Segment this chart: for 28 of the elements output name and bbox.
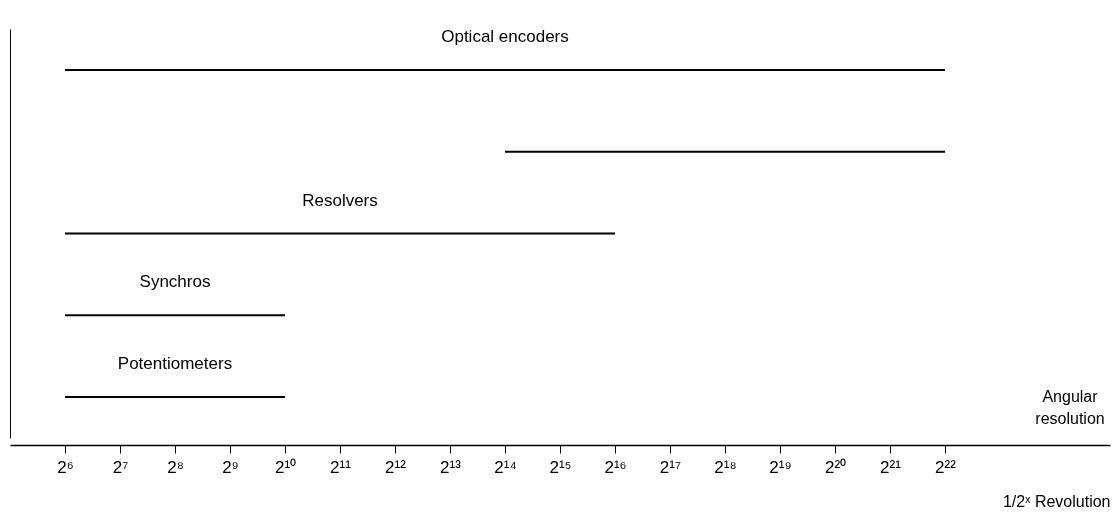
- x-tick-label: 2⁶: [57, 457, 74, 477]
- x-tick-label: 2²⁰: [824, 457, 847, 477]
- bar: [65, 396, 285, 399]
- x-tick-label: 2¹³: [440, 457, 462, 477]
- x-tick-label: 2²²: [935, 457, 957, 477]
- x-tick-label: 2¹⁵: [549, 457, 572, 477]
- bar: [65, 232, 615, 235]
- y-tick-label: Potentiometers: [117, 354, 233, 374]
- bar: [505, 150, 945, 153]
- bar: [65, 68, 945, 71]
- bar: [65, 314, 285, 317]
- x-tick-label: 2²¹: [880, 457, 902, 477]
- x-tick-label: 2¹⁸: [714, 457, 737, 477]
- x-tick-label: 2¹¹: [330, 457, 352, 477]
- y-tick-label: Resolvers: [302, 190, 378, 210]
- x-tick-label: 2⁹: [222, 457, 239, 477]
- x-tick-label: 2¹⁹: [769, 457, 792, 477]
- x-tick-label: 2¹⁶: [604, 457, 627, 477]
- x-tick-label: 2¹⁷: [659, 457, 682, 477]
- x-tick-label: 2¹⁴: [494, 457, 517, 477]
- x-tick-label: 2¹⁰: [274, 457, 297, 477]
- x-axis-title: 1/2ˣ Revolution: [1002, 492, 1111, 510]
- y-tick-label: Optical encoders: [441, 26, 569, 46]
- x-tick-label: 2¹²: [385, 457, 407, 477]
- y-tick-label: Synchros: [139, 272, 211, 292]
- x-tick-label: 2⁸: [167, 457, 184, 477]
- annotation: Angular resolution: [1035, 388, 1105, 427]
- x-tick-label: 2⁷: [112, 457, 129, 477]
